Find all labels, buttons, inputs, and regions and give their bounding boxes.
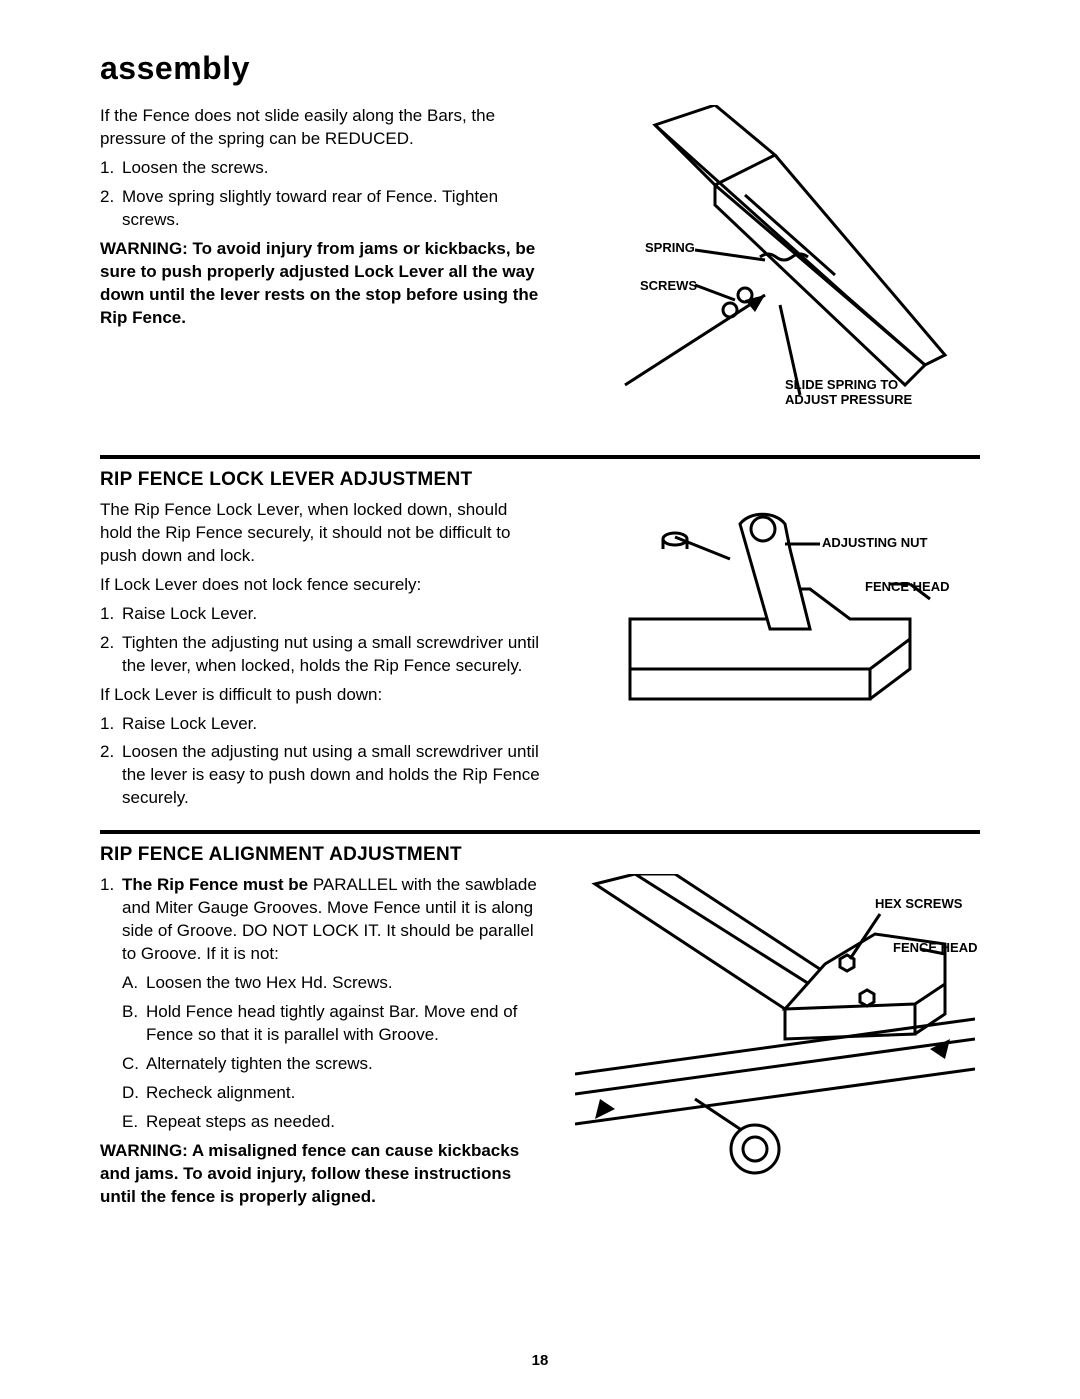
section3-warning: WARNING: A misaligned fence can cause ki… [100, 1140, 540, 1209]
substep-text: Hold Fence head tightly against Bar. Mov… [146, 1001, 540, 1047]
section-alignment: 1. The Rip Fence must be PARALLEL with t… [100, 874, 980, 1214]
step-text: Loosen the screws. [122, 157, 540, 180]
figure-lock-lever: ADJUSTING NUT FENCE HEAD [590, 499, 960, 739]
section-lock-lever: The Rip Fence Lock Lever, when locked do… [100, 499, 980, 816]
section3-substep-a: A. Loosen the two Hex Hd. Screws. [122, 972, 540, 995]
step-number: 2. [100, 632, 122, 678]
substep-text: Alternately tighten the screws. [146, 1053, 540, 1076]
substep-text: Recheck alignment. [146, 1082, 540, 1105]
step-number: 1. [100, 713, 122, 736]
label-screws: SCREWS [640, 278, 697, 293]
section3-substep-e: E. Repeat steps as needed. [122, 1111, 540, 1134]
figure-spring: SPRING SCREWS SLIDE SPRING TO ADJUST PRE… [595, 105, 955, 425]
step-text: Tighten the adjusting nut using a small … [122, 632, 540, 678]
step-number: 1. [100, 157, 122, 180]
section3-step-1: 1. The Rip Fence must be PARALLEL with t… [100, 874, 540, 966]
substep-letter: A. [122, 972, 146, 995]
label-fence-head: FENCE HEAD [865, 579, 950, 594]
step-number: 2. [100, 186, 122, 232]
step-number: 1. [100, 874, 122, 966]
substep-text: Repeat steps as needed. [146, 1111, 540, 1134]
step-text: Raise Lock Lever. [122, 603, 540, 626]
step-text: The Rip Fence must be PARALLEL with the … [122, 874, 540, 966]
label-spring: SPRING [645, 240, 695, 255]
step-number: 1. [100, 603, 122, 626]
section2-step1-1: 1. Raise Lock Lever. [100, 603, 540, 626]
section3-substep-d: D. Recheck alignment. [122, 1082, 540, 1105]
section2-step2-1: 1. Raise Lock Lever. [100, 713, 540, 736]
divider [100, 830, 980, 834]
section2-step2-2: 2. Loosen the adjusting nut using a smal… [100, 741, 540, 810]
section1-step-1: 1. Loosen the screws. [100, 157, 540, 180]
section2-intro: The Rip Fence Lock Lever, when locked do… [100, 499, 540, 568]
divider [100, 455, 980, 459]
section3-heading: RIP FENCE ALIGNMENT ADJUSTMENT [100, 844, 980, 866]
step-number: 2. [100, 741, 122, 810]
section2-cond1: If Lock Lever does not lock fence secure… [100, 574, 540, 597]
label-adjusting-nut: ADJUSTING NUT [822, 535, 927, 550]
section1-warning: WARNING: To avoid injury from jams or ki… [100, 238, 540, 330]
substep-letter: B. [122, 1001, 146, 1047]
section2-cond2: If Lock Lever is difficult to push down: [100, 684, 540, 707]
step-text: Raise Lock Lever. [122, 713, 540, 736]
section-assembly: If the Fence does not slide easily along… [100, 105, 980, 425]
figure-alignment: HEX SCREWS FENCE HEAD [575, 874, 975, 1214]
section1-step-2: 2. Move spring slightly toward rear of F… [100, 186, 540, 232]
section1-intro: If the Fence does not slide easily along… [100, 105, 540, 151]
page-number: 18 [532, 1352, 549, 1369]
label-hex-screws: HEX SCREWS [875, 896, 962, 911]
section2-step1-2: 2. Tighten the adjusting nut using a sma… [100, 632, 540, 678]
substep-letter: D. [122, 1082, 146, 1105]
label-fence-head: FENCE HEAD [893, 940, 978, 955]
substep-text: Loosen the two Hex Hd. Screws. [146, 972, 540, 995]
alignment-diagram-icon [575, 874, 975, 1214]
step-text: Move spring slightly toward rear of Fenc… [122, 186, 540, 232]
substep-letter: E. [122, 1111, 146, 1134]
section3-substep-b: B. Hold Fence head tightly against Bar. … [122, 1001, 540, 1047]
section3-substep-c: C. Alternately tighten the screws. [122, 1053, 540, 1076]
substep-letter: C. [122, 1053, 146, 1076]
label-slide-spring: SLIDE SPRING TO ADJUST PRESSURE [785, 377, 912, 407]
section2-heading: RIP FENCE LOCK LEVER ADJUSTMENT [100, 469, 980, 491]
page-title: assembly [100, 50, 980, 87]
step-text: Loosen the adjusting nut using a small s… [122, 741, 540, 810]
